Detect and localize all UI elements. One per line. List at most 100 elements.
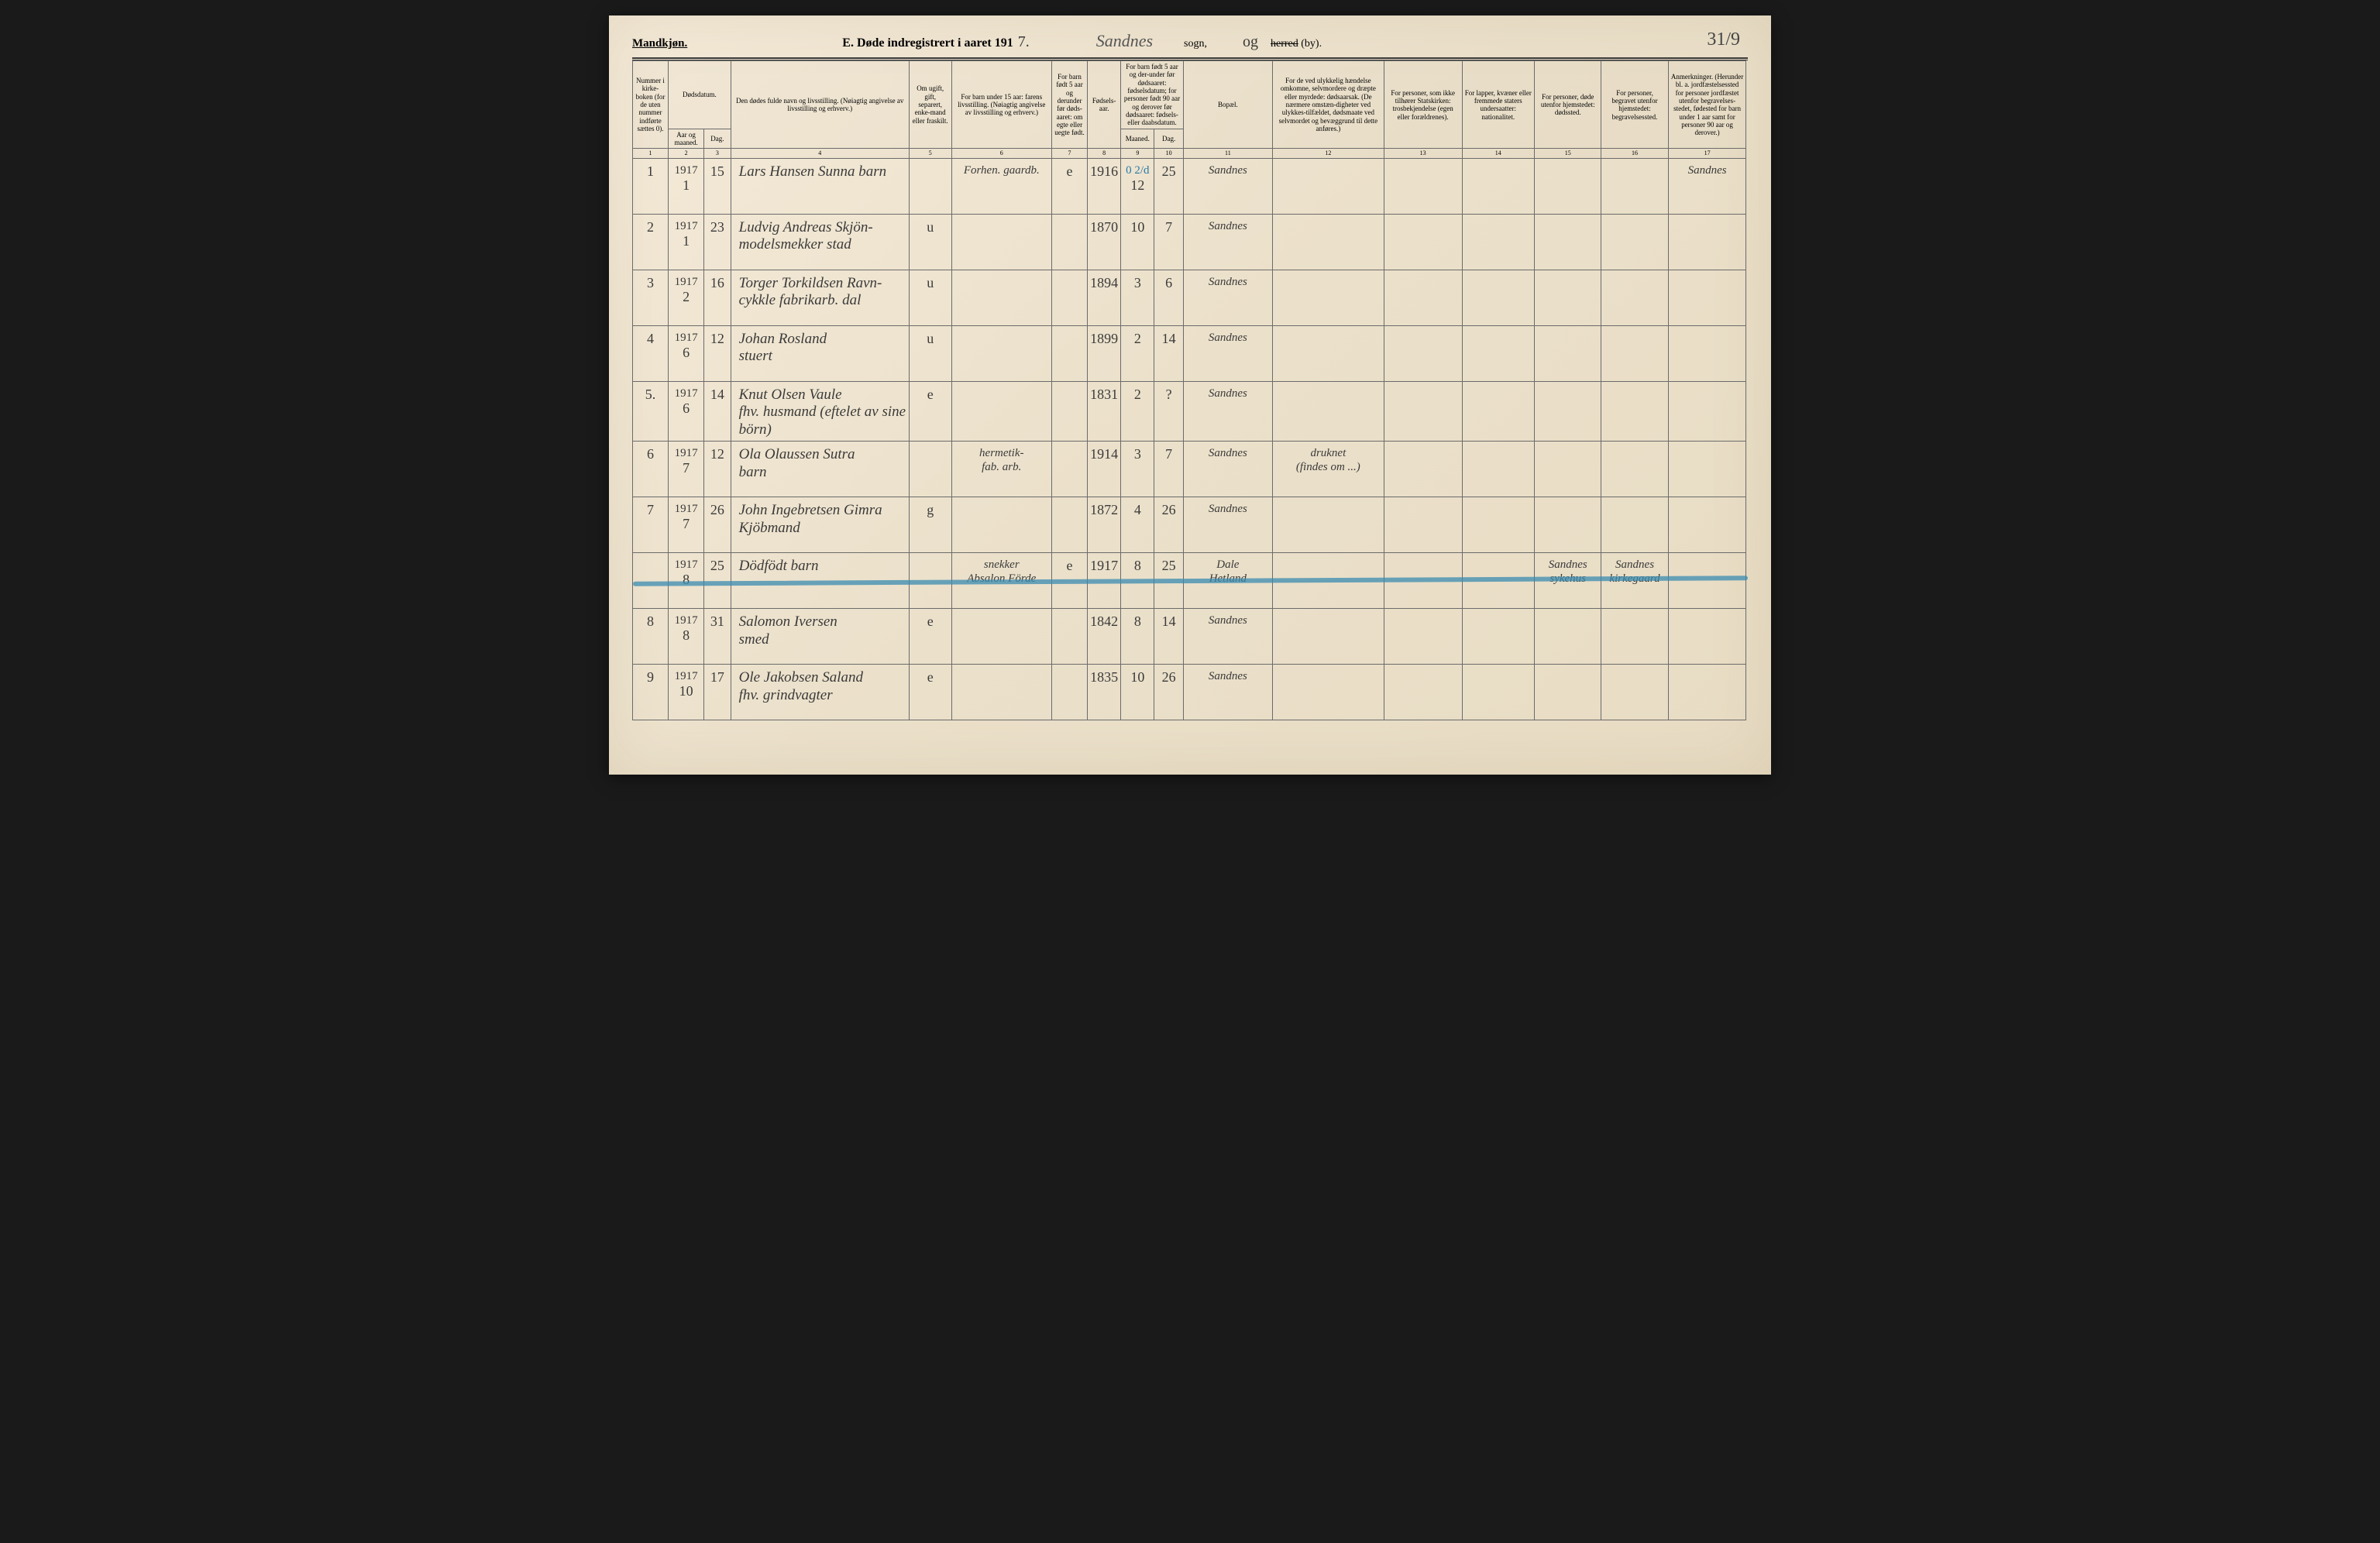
cell: Sandnes bbox=[1183, 325, 1272, 381]
cell: Sandnes bbox=[1183, 158, 1272, 214]
cell: 191710 bbox=[669, 665, 704, 720]
cell bbox=[1052, 442, 1088, 497]
col-12: For de ved ulykkelig hændelse omkomne, s… bbox=[1272, 61, 1384, 149]
cell: 3 bbox=[1121, 442, 1154, 497]
cell: Sandnessykehus bbox=[1535, 553, 1601, 609]
cell: 8 bbox=[633, 609, 669, 665]
cell bbox=[1384, 665, 1462, 720]
col-15: For personer, døde utenfor hjemstedet: d… bbox=[1535, 61, 1601, 149]
title-prefix: E. Døde indregistrert i aaret 191 bbox=[842, 36, 1013, 50]
table-header: Nummer i kirke-boken (for de uten nummer… bbox=[633, 61, 1748, 159]
cell: Torger Torkildsen Ravn-cykkle fabrikarb.… bbox=[731, 270, 909, 325]
col-10: Dag. bbox=[1154, 129, 1183, 149]
cell bbox=[1384, 553, 1462, 609]
cell bbox=[1668, 497, 1746, 553]
col-13: For personer, som ikke tilhører Statskir… bbox=[1384, 61, 1462, 149]
cell: e bbox=[909, 665, 951, 720]
cell bbox=[1535, 381, 1601, 441]
cell bbox=[1601, 325, 1668, 381]
cell bbox=[1668, 665, 1746, 720]
cell bbox=[909, 553, 951, 609]
table-row: 919171017Ole Jakobsen Salandfhv. grindva… bbox=[633, 665, 1748, 720]
table-row: 31917216Torger Torkildsen Ravn-cykkle fa… bbox=[633, 270, 1748, 325]
cell: Ludvig Andreas Skjön-modelsmekker stad bbox=[731, 214, 909, 270]
cell: u bbox=[909, 214, 951, 270]
cell bbox=[1462, 497, 1535, 553]
cell: druknet(findes om ...) bbox=[1272, 442, 1384, 497]
cell bbox=[951, 214, 1052, 270]
cell: 1916 bbox=[1088, 158, 1121, 214]
cell: 19172 bbox=[669, 270, 704, 325]
cell bbox=[1462, 442, 1535, 497]
cell: 3 bbox=[1121, 270, 1154, 325]
cell bbox=[1462, 325, 1535, 381]
cell: DaleHetland bbox=[1183, 553, 1272, 609]
cell: Johan Roslandstuert bbox=[731, 325, 909, 381]
cell bbox=[1601, 665, 1668, 720]
cell: Ola Olaussen Sutrabarn bbox=[731, 442, 909, 497]
col-16: For personer, begravet utenfor hjemstede… bbox=[1601, 61, 1668, 149]
cell: 2 bbox=[633, 214, 669, 270]
cell bbox=[1535, 325, 1601, 381]
cell: 1917 bbox=[1088, 553, 1121, 609]
cell: 7 bbox=[633, 497, 669, 553]
col-6: For barn under 15 aar: farens livsstilli… bbox=[951, 61, 1052, 149]
cell: John Ingebretsen GimraKjöbmand bbox=[731, 497, 909, 553]
cell bbox=[951, 381, 1052, 441]
cell: 15 bbox=[704, 158, 731, 214]
cell bbox=[1052, 665, 1088, 720]
cell: 31 bbox=[704, 609, 731, 665]
cell: e bbox=[1052, 158, 1088, 214]
cell bbox=[1462, 553, 1535, 609]
cell: 19177 bbox=[669, 442, 704, 497]
table-body: 11917115Lars Hansen Sunna barnForhen. ga… bbox=[633, 158, 1748, 720]
cell bbox=[951, 665, 1052, 720]
cell: 2 bbox=[1121, 325, 1154, 381]
cell: ? bbox=[1154, 381, 1183, 441]
cell: u bbox=[909, 325, 951, 381]
cell bbox=[1535, 158, 1601, 214]
header-row: Mandkjøn. E. Døde indregistrert i aaret … bbox=[632, 31, 1748, 51]
cell: 26 bbox=[704, 497, 731, 553]
table-row: 81917831Salomon Iversensmede1842814Sandn… bbox=[633, 609, 1748, 665]
cell: 9 bbox=[633, 665, 669, 720]
cell bbox=[1462, 609, 1535, 665]
cell bbox=[1462, 270, 1535, 325]
cell bbox=[1462, 158, 1535, 214]
cell bbox=[909, 442, 951, 497]
col-4: Den dødes fulde navn og livsstilling. (N… bbox=[731, 61, 909, 149]
cell: 1899 bbox=[1088, 325, 1121, 381]
cell: 1835 bbox=[1088, 665, 1121, 720]
cell: 6 bbox=[633, 442, 669, 497]
cell bbox=[951, 270, 1052, 325]
cell bbox=[1601, 609, 1668, 665]
cell: 26 bbox=[1154, 665, 1183, 720]
cell: Sandnes bbox=[1183, 665, 1272, 720]
cell bbox=[1384, 325, 1462, 381]
register-page: 31/9 Mandkjøn. E. Døde indregistrert i a… bbox=[609, 15, 1771, 775]
cell: 8 bbox=[1121, 609, 1154, 665]
cell bbox=[1601, 270, 1668, 325]
cell: Sandnes bbox=[1183, 497, 1272, 553]
cell bbox=[1668, 442, 1746, 497]
cell bbox=[1601, 381, 1668, 441]
cell: 25 bbox=[704, 553, 731, 609]
cell: 19178 bbox=[669, 553, 704, 609]
cell bbox=[1384, 497, 1462, 553]
cell: 12 bbox=[704, 442, 731, 497]
col-2: Aar og maaned. bbox=[669, 129, 704, 149]
col-9: Maaned. bbox=[1121, 129, 1154, 149]
cell: Forhen. gaardb. bbox=[951, 158, 1052, 214]
cell: 1872 bbox=[1088, 497, 1121, 553]
cell: u bbox=[909, 270, 951, 325]
sogn-handwritten: Sandnes bbox=[1096, 31, 1153, 51]
cell bbox=[951, 325, 1052, 381]
cell: Lars Hansen Sunna barn bbox=[731, 158, 909, 214]
cell bbox=[1384, 381, 1462, 441]
cell: 1894 bbox=[1088, 270, 1121, 325]
cell bbox=[951, 609, 1052, 665]
cell: Sandnes bbox=[1668, 158, 1746, 214]
cell bbox=[1668, 553, 1746, 609]
cell: g bbox=[909, 497, 951, 553]
cell: 1870 bbox=[1088, 214, 1121, 270]
